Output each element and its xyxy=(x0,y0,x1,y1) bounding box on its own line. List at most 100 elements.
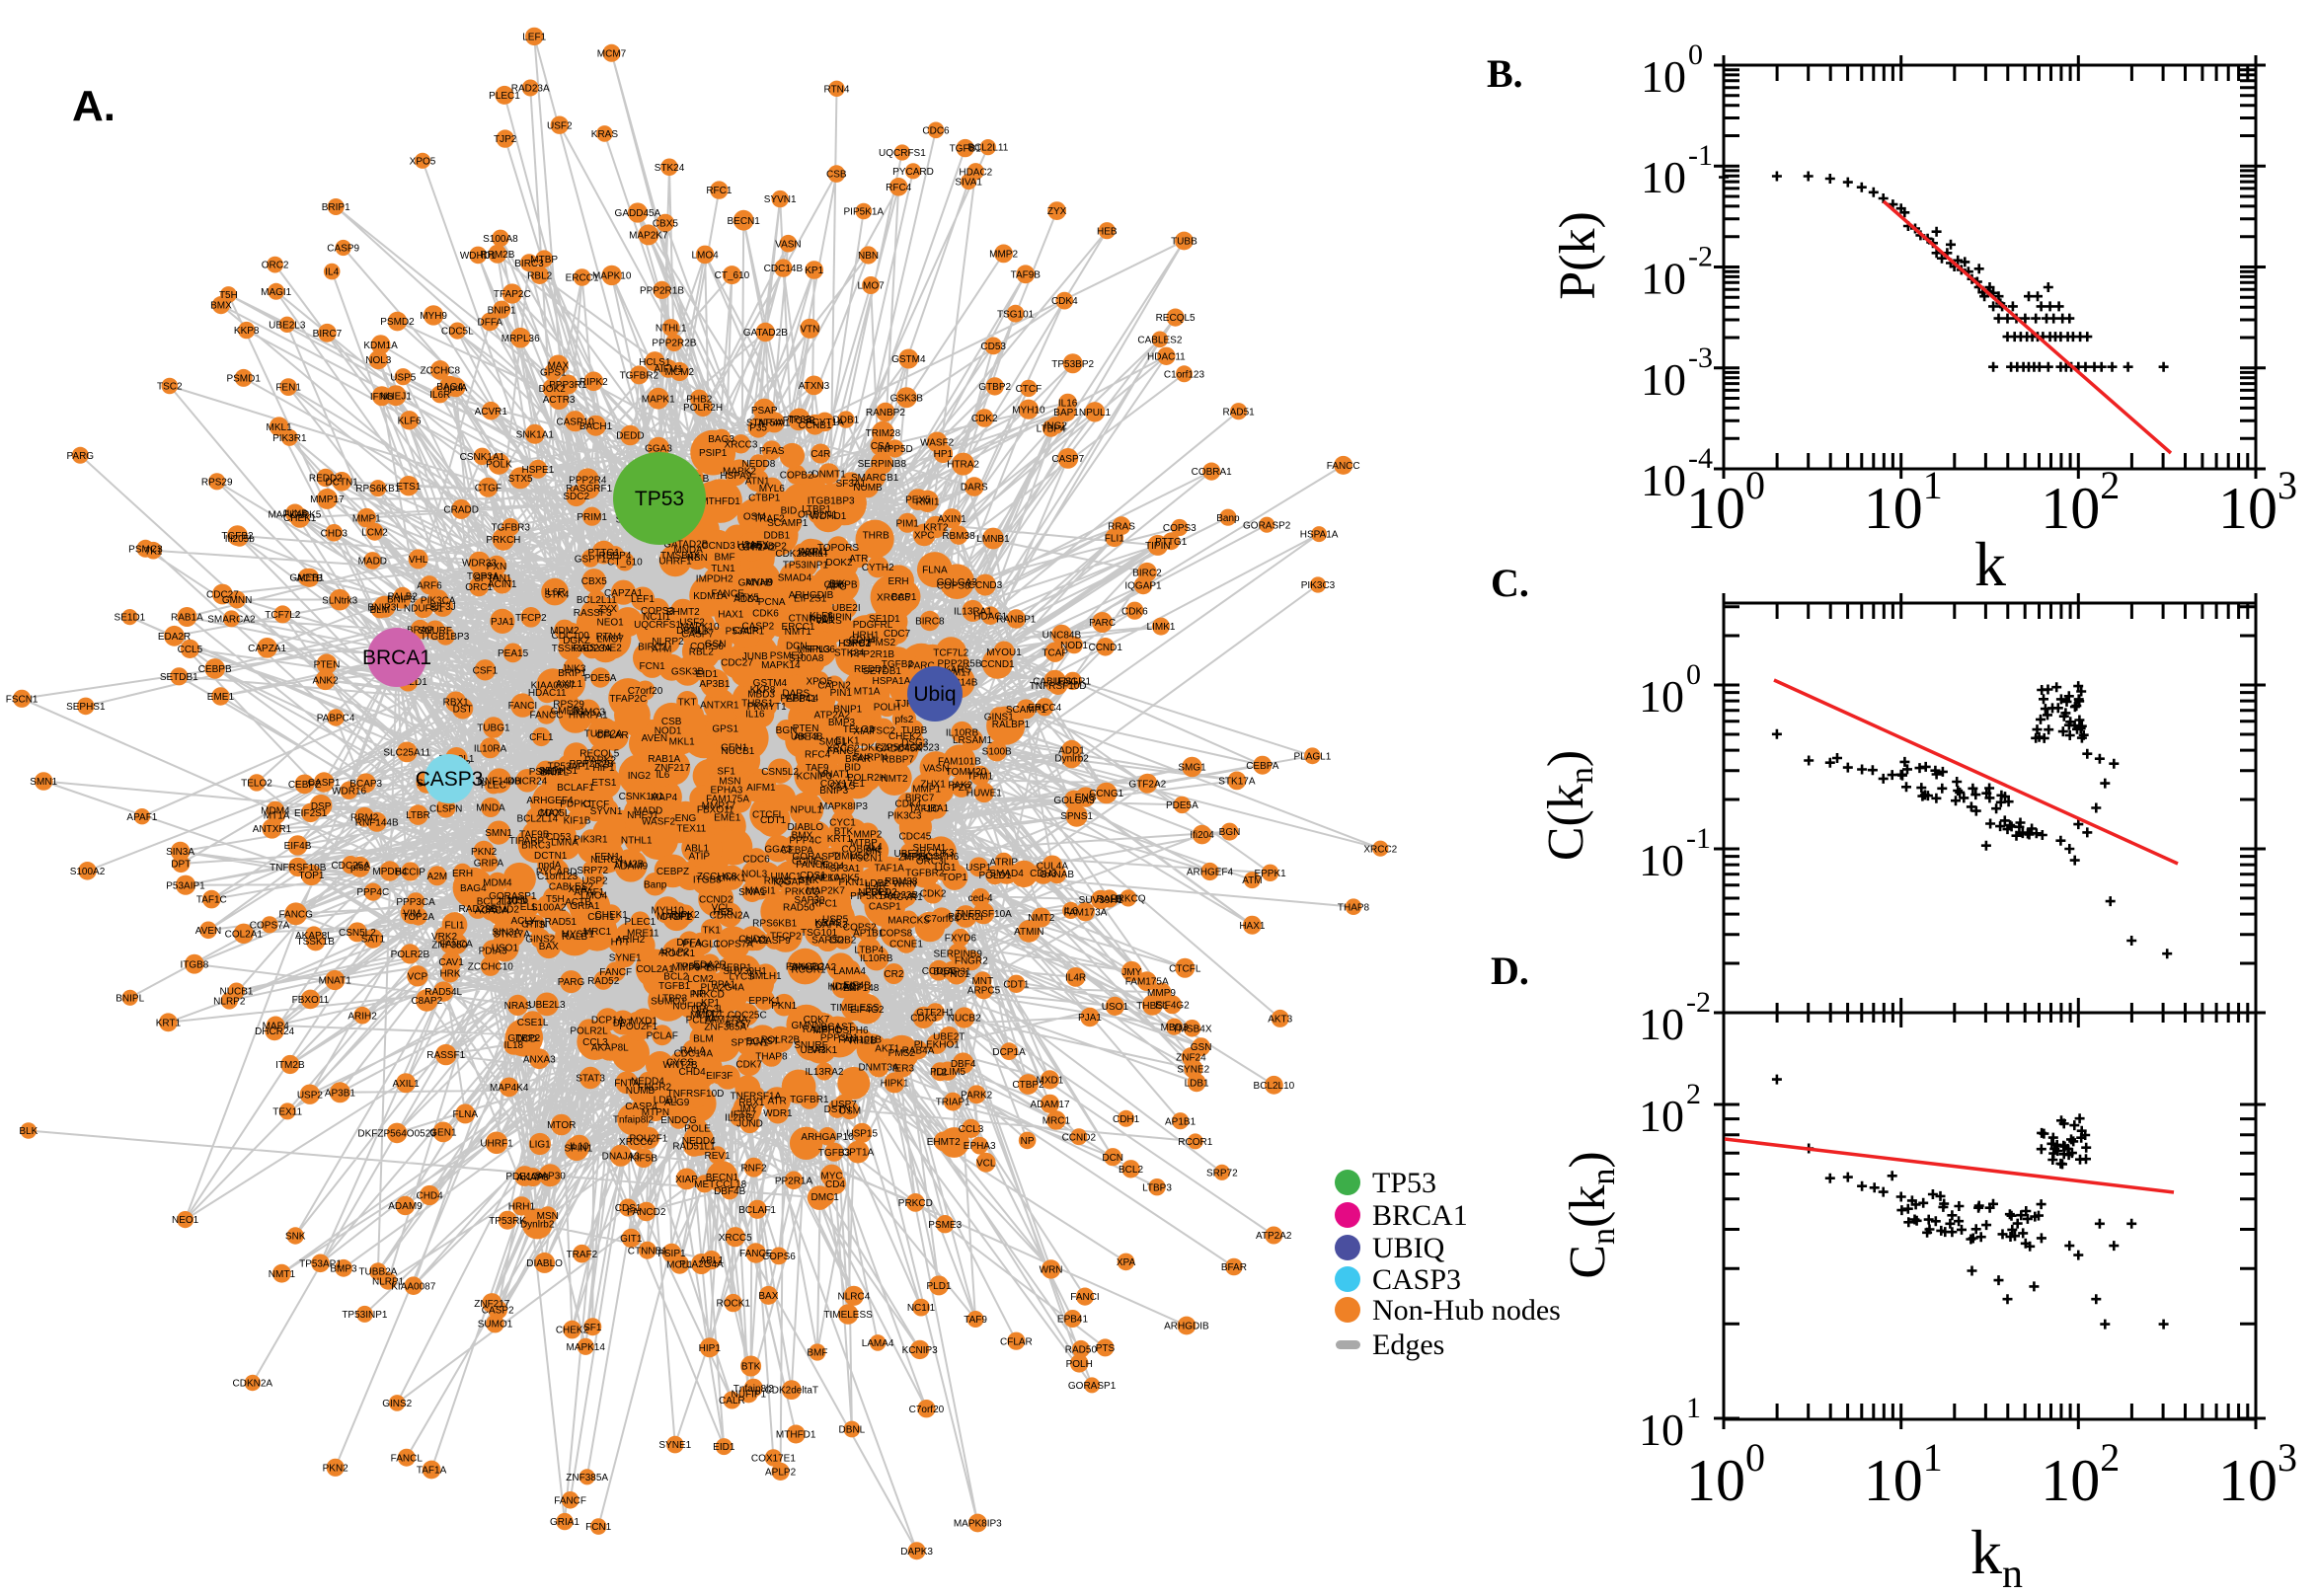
svg-text:TFAP2C: TFAP2C xyxy=(609,694,647,705)
svg-text:ERCC4: ERCC4 xyxy=(1028,703,1061,714)
svg-text:GTF2A2: GTF2A2 xyxy=(1128,779,1166,790)
svg-text:BECN1: BECN1 xyxy=(728,216,761,227)
svg-text:LMNB1: LMNB1 xyxy=(976,534,1010,545)
svg-text:MKL1: MKL1 xyxy=(669,737,696,748)
svg-text:SRP72: SRP72 xyxy=(1206,1168,1238,1178)
svg-text:CCND1: CCND1 xyxy=(1088,643,1122,653)
svg-text:BRCA1: BRCA1 xyxy=(1372,1199,1468,1232)
svg-text:TP53: TP53 xyxy=(635,488,684,510)
svg-text:CAPZA1: CAPZA1 xyxy=(248,644,286,654)
svg-text:XPO5: XPO5 xyxy=(806,677,832,688)
svg-text:ACTR3: ACTR3 xyxy=(543,395,576,406)
svg-text:RFC4: RFC4 xyxy=(886,183,912,193)
svg-text:S100A2: S100A2 xyxy=(70,867,106,877)
svg-text:BRCA1: BRCA1 xyxy=(362,646,431,669)
svg-text:EHMT2: EHMT2 xyxy=(927,1137,961,1148)
svg-text:PARC: PARC xyxy=(1089,618,1116,629)
svg-text:CHEK1: CHEK1 xyxy=(595,910,629,921)
svg-text:MBD3: MBD3 xyxy=(1161,1023,1189,1033)
svg-text:CD53: CD53 xyxy=(980,342,1006,352)
svg-text:ING2: ING2 xyxy=(628,771,652,782)
svg-text:BIRC8: BIRC8 xyxy=(915,617,945,628)
svg-text:CDC5L: CDC5L xyxy=(441,327,474,338)
svg-text:CCL3: CCL3 xyxy=(582,1037,608,1048)
svg-text:MCM2: MCM2 xyxy=(665,367,695,378)
svg-text:PKN1: PKN1 xyxy=(838,877,865,888)
svg-text:CHD4: CHD4 xyxy=(678,1067,706,1078)
svg-text:GORASP2: GORASP2 xyxy=(1243,520,1291,531)
svg-text:MAPK8IP3: MAPK8IP3 xyxy=(819,801,868,812)
svg-text:CSE1L: CSE1L xyxy=(517,1018,549,1028)
svg-text:EIF3J: EIF3J xyxy=(430,602,456,613)
svg-text:KDM1A: KDM1A xyxy=(693,591,728,602)
svg-text:TIPIN: TIPIN xyxy=(826,612,852,623)
svg-text:AIFM1: AIFM1 xyxy=(746,783,776,794)
svg-text:USP2: USP2 xyxy=(581,875,608,886)
svg-text:ANXA3: ANXA3 xyxy=(523,1054,556,1065)
svg-text:CPT1A: CPT1A xyxy=(842,1148,875,1159)
svg-text:PNC1: PNC1 xyxy=(944,969,970,980)
svg-text:CDK2: CDK2 xyxy=(920,889,947,900)
svg-text:SMN1: SMN1 xyxy=(30,777,57,788)
svg-text:DEDD: DEDD xyxy=(616,431,644,442)
svg-text:CCNE1: CCNE1 xyxy=(889,939,923,950)
svg-text:HIPK1: HIPK1 xyxy=(881,1079,909,1090)
svg-text:PJA1: PJA1 xyxy=(491,617,514,628)
svg-text:KIAA0087: KIAA0087 xyxy=(391,1281,435,1292)
svg-text:GSTM4: GSTM4 xyxy=(891,354,926,365)
svg-text:FANCF: FANCF xyxy=(554,1495,586,1506)
svg-text:CEBPA: CEBPA xyxy=(1246,761,1278,772)
svg-text:COPS7A: COPS7A xyxy=(250,920,290,931)
svg-text:TAF1A: TAF1A xyxy=(417,1466,447,1477)
svg-text:BIK: BIK xyxy=(866,847,882,858)
svg-text:APLP2: APLP2 xyxy=(765,1468,797,1479)
svg-text:CTCF: CTCF xyxy=(1016,384,1042,395)
svg-text:PKN2: PKN2 xyxy=(323,1463,349,1474)
svg-text:ZCCHC10: ZCCHC10 xyxy=(468,961,514,972)
svg-text:CD53: CD53 xyxy=(546,832,572,843)
svg-text:C.: C. xyxy=(1491,561,1529,605)
svg-text:LEF1: LEF1 xyxy=(522,33,546,43)
svg-text:BNIP1: BNIP1 xyxy=(488,305,516,316)
svg-text:THAP8: THAP8 xyxy=(1338,902,1370,913)
svg-text:MYL6: MYL6 xyxy=(759,484,786,494)
svg-text:CAV1: CAV1 xyxy=(438,957,464,968)
svg-text:XPA: XPA xyxy=(1117,1257,1136,1268)
svg-text:VRK2: VRK2 xyxy=(431,932,458,943)
svg-text:CSB: CSB xyxy=(661,717,682,727)
svg-text:BFAR: BFAR xyxy=(1221,1262,1247,1273)
svg-text:STK17A: STK17A xyxy=(494,930,531,941)
svg-text:NHEJ1: NHEJ1 xyxy=(380,391,412,402)
svg-text:AP1B1: AP1B1 xyxy=(1165,1116,1197,1127)
svg-text:RPS29: RPS29 xyxy=(201,477,233,488)
svg-text:10: 10 xyxy=(1641,254,1686,304)
svg-text:CABLES1: CABLES1 xyxy=(1033,677,1077,688)
svg-text:TOP3A: TOP3A xyxy=(467,571,500,582)
svg-text:FNGR2: FNGR2 xyxy=(638,1082,671,1093)
svg-text:ROCK1: ROCK1 xyxy=(661,949,696,959)
svg-text:CBX5: CBX5 xyxy=(581,576,608,587)
svg-text:PSME3: PSME3 xyxy=(928,1220,962,1231)
svg-text:LCM2: LCM2 xyxy=(687,974,714,985)
svg-text:RRM2B: RRM2B xyxy=(480,250,514,261)
svg-text:ARPC5: ARPC5 xyxy=(967,986,1001,997)
svg-text:RRM2: RRM2 xyxy=(350,812,379,823)
svg-text:A2M: A2M xyxy=(427,872,448,882)
svg-text:GMNN: GMNN xyxy=(222,595,253,606)
svg-text:TP53: TP53 xyxy=(1372,1167,1436,1199)
svg-text:ORC1: ORC1 xyxy=(465,582,493,593)
svg-text:MAGI1: MAGI1 xyxy=(261,287,292,298)
svg-text:CCND2: CCND2 xyxy=(699,894,733,905)
svg-text:PARK2: PARK2 xyxy=(584,756,616,767)
svg-text:BTK: BTK xyxy=(834,827,854,838)
svg-text:CT_610: CT_610 xyxy=(715,270,750,281)
svg-text:CDK6: CDK6 xyxy=(752,608,779,619)
svg-text:SNURF: SNURF xyxy=(794,1040,827,1051)
svg-text:TNFRSF10B: TNFRSF10B xyxy=(270,863,327,874)
svg-text:BLM: BLM xyxy=(693,1034,714,1045)
svg-text:LMO7: LMO7 xyxy=(857,281,885,292)
svg-text:DBNL: DBNL xyxy=(839,1425,866,1436)
svg-text:S100B: S100B xyxy=(982,747,1012,758)
svg-text:RAD51: RAD51 xyxy=(1222,407,1255,418)
svg-text:CEBPZ: CEBPZ xyxy=(288,780,321,791)
